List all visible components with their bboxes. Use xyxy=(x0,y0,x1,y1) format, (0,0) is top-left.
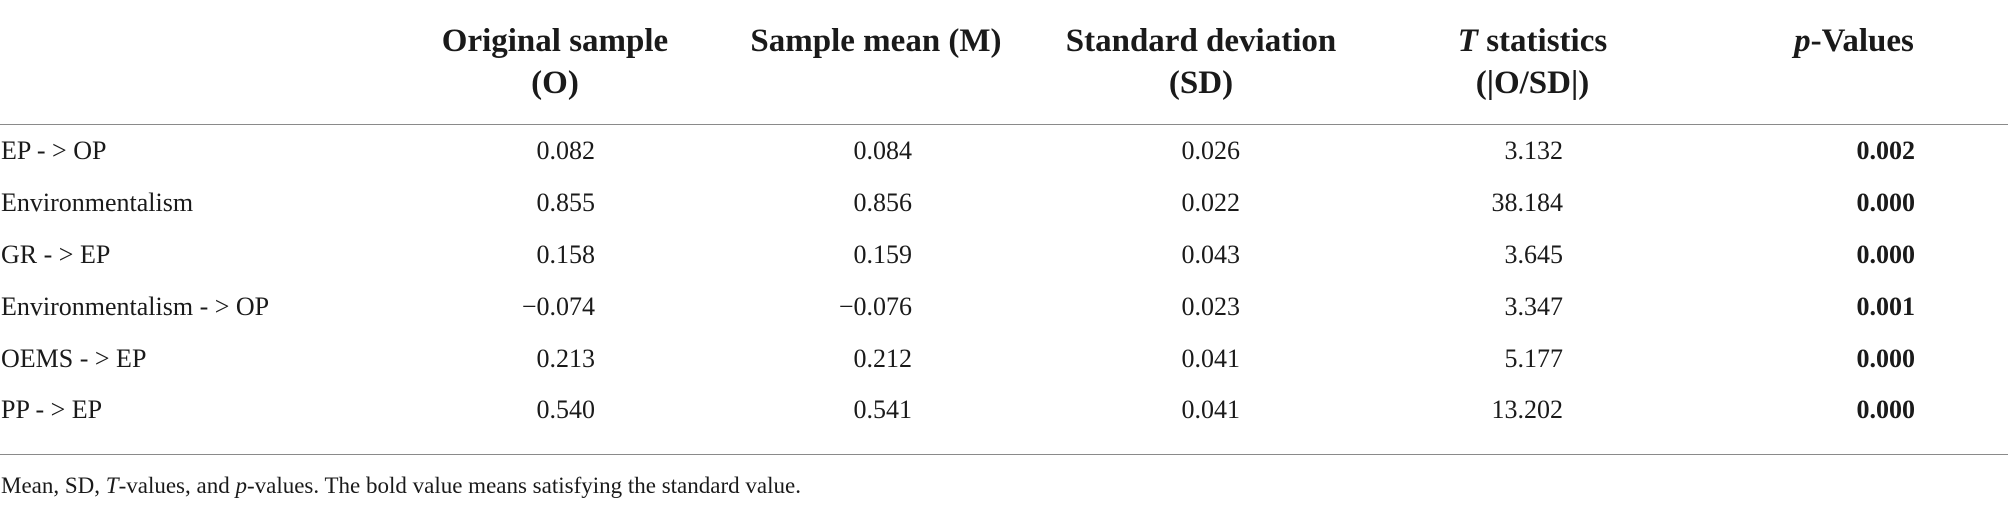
header-sample-mean: Sample mean (M) xyxy=(715,0,1037,125)
row-label: PP - > EP xyxy=(1,395,103,424)
header-standard-deviation: Standard deviation (SD) xyxy=(1037,0,1365,125)
header-original-sample: Original sample (O) xyxy=(395,0,715,125)
header-original-sample-line2: (O) xyxy=(531,65,579,101)
header-sample-mean-line1: Sample mean (M) xyxy=(750,23,1002,59)
cell-original-sample: 0.213 xyxy=(536,344,596,373)
header-p-values-rest: -Values xyxy=(1810,23,1914,59)
table-row: OEMS - > EP 0.213 0.212 0.041 5.177 0.00… xyxy=(0,333,2008,385)
footnote-part3: -values. The bold value means satisfying… xyxy=(246,473,801,498)
row-label: GR - > EP xyxy=(1,240,111,269)
cell-sample-mean: 0.084 xyxy=(853,136,913,165)
cell-standard-deviation: 0.041 xyxy=(1181,395,1241,424)
table-header-row: Original sample (O) Sample mean (M) Stan… xyxy=(0,0,2008,125)
cell-sample-mean: 0.159 xyxy=(853,240,913,269)
cell-t-statistic: 3.645 xyxy=(1504,240,1564,269)
row-label: Environmentalism - > OP xyxy=(1,292,270,321)
cell-original-sample: 0.540 xyxy=(536,395,596,424)
header-standard-deviation-line1: Standard deviation xyxy=(1065,23,1337,59)
cell-p-value: 0.002 xyxy=(1856,136,1916,165)
table-row: Environmentalism 0.855 0.856 0.022 38.18… xyxy=(0,177,2008,229)
cell-original-sample: 0.158 xyxy=(536,240,596,269)
footnote-italic-p: p xyxy=(235,473,247,498)
table-footnote: Mean, SD, T-values, and p-values. The bo… xyxy=(1,472,801,500)
cell-t-statistic: 3.347 xyxy=(1504,292,1564,321)
cell-t-statistic: 3.132 xyxy=(1504,136,1564,165)
table-bottom-rule xyxy=(0,454,2008,455)
cell-sample-mean: 0.212 xyxy=(853,344,913,373)
footnote-part1: Mean, SD, xyxy=(1,473,106,498)
cell-standard-deviation: 0.041 xyxy=(1181,344,1241,373)
header-original-sample-line1: Original sample xyxy=(441,23,669,59)
cell-t-statistic: 5.177 xyxy=(1504,344,1564,373)
cell-p-value: 0.000 xyxy=(1856,344,1916,373)
header-path-label xyxy=(0,0,395,125)
cell-original-sample: 0.855 xyxy=(536,188,596,217)
cell-p-value: 0.001 xyxy=(1856,292,1916,321)
table-row: EP - > OP 0.082 0.084 0.026 3.132 0.002 xyxy=(0,125,2008,178)
results-table-container: Original sample (O) Sample mean (M) Stan… xyxy=(0,0,2008,435)
cell-original-sample: −0.074 xyxy=(521,292,595,321)
cell-standard-deviation: 0.043 xyxy=(1181,240,1241,269)
header-p-values: p-Values xyxy=(1700,0,2008,125)
cell-sample-mean: 0.541 xyxy=(853,395,913,424)
cell-p-value: 0.000 xyxy=(1856,240,1916,269)
header-t-statistics-italic: T xyxy=(1457,23,1478,59)
table-row: GR - > EP 0.158 0.159 0.043 3.645 0.000 xyxy=(0,229,2008,281)
header-standard-deviation-line2: (SD) xyxy=(1168,65,1234,101)
cell-sample-mean: −0.076 xyxy=(838,292,912,321)
cell-t-statistic: 13.202 xyxy=(1491,395,1564,424)
cell-sample-mean: 0.856 xyxy=(853,188,913,217)
cell-t-statistic: 38.184 xyxy=(1491,188,1564,217)
cell-original-sample: 0.082 xyxy=(536,136,596,165)
row-label: EP - > OP xyxy=(1,136,107,165)
results-table: Original sample (O) Sample mean (M) Stan… xyxy=(0,0,2008,435)
header-t-statistics-rest: statistics xyxy=(1477,23,1608,59)
footnote-italic-t: T xyxy=(105,473,119,498)
row-label: Environmentalism xyxy=(1,188,194,217)
header-t-statistics-line2: (|O/SD|) xyxy=(1475,65,1590,101)
cell-p-value: 0.000 xyxy=(1856,395,1916,424)
cell-standard-deviation: 0.022 xyxy=(1181,188,1241,217)
header-t-statistics: T statistics (|O/SD|) xyxy=(1365,0,1700,125)
cell-standard-deviation: 0.026 xyxy=(1181,136,1241,165)
row-label: OEMS - > EP xyxy=(1,344,147,373)
table-row: Environmentalism - > OP −0.074 −0.076 0.… xyxy=(0,281,2008,333)
header-p-values-italic: p xyxy=(1794,23,1811,59)
table-row: PP - > EP 0.540 0.541 0.041 13.202 0.000 xyxy=(0,385,2008,435)
cell-standard-deviation: 0.023 xyxy=(1181,292,1241,321)
cell-p-value: 0.000 xyxy=(1856,188,1916,217)
footnote-part2: -values, and xyxy=(118,473,236,498)
